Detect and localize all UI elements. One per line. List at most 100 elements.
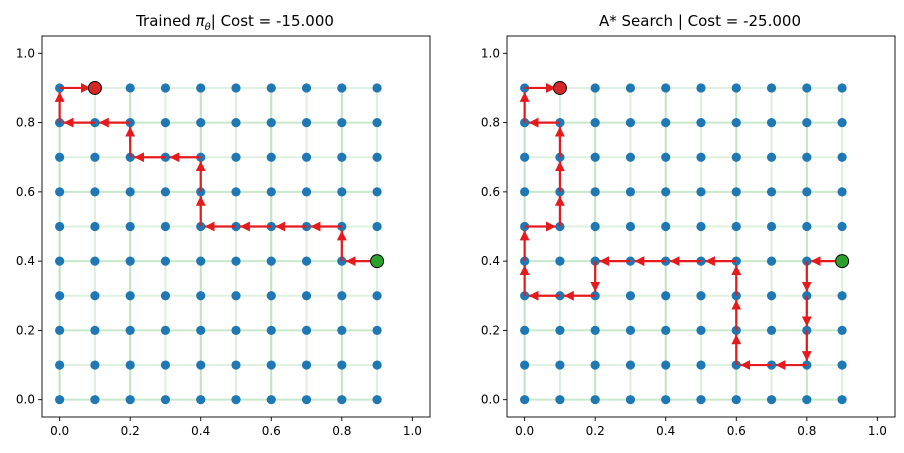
right-goal-node [552,80,567,95]
right-grid-node [661,395,671,405]
left-x-tick-label: 0.6 [262,424,281,438]
left-grid-node [160,256,171,266]
right-start-node [835,254,850,269]
right-grid-node [625,256,636,266]
left-grid-node [266,117,276,128]
left-x-tick-label: 1.0 [403,424,422,438]
left-grid-node [301,187,312,197]
left-y-tick-label: 0.4 [16,254,35,268]
left-grid-node [196,256,206,266]
left-grid-node [125,83,135,93]
left-grid-node [90,221,100,232]
right-grid-node [837,83,847,93]
left-x-tick-label: 0.8 [332,424,351,438]
left-grid-node [231,256,241,266]
right-grid-node [837,291,847,301]
left-grid-node [160,83,171,93]
left-axes: 0.0 0.2 0.4 0.6 0.8 1.0 0.0 0.2 0.4 0.6 0.8 1.0 [16,35,431,438]
right-grid-node [731,395,741,405]
left-grid-node [337,117,347,128]
right-grid-node [625,117,636,128]
right-grid-node [696,291,706,301]
right-x-tick-label: 0.6 [727,424,746,438]
left-axes-frame [41,35,431,418]
right-grid-node [590,187,600,197]
right-grid-node [590,83,600,93]
right-grid-node [696,325,706,336]
right-grid-node [625,291,636,301]
left-grid-node [160,187,171,197]
right-grid-node [837,152,847,162]
left-grid-node [337,360,347,370]
right-x-tick-label: 0.2 [586,424,605,438]
left-grid-node [266,291,276,301]
right-grid-node [696,187,706,197]
left-grid-node [160,291,171,301]
right-x-tick-label: 0.0 [515,424,534,438]
right-grid-node [590,291,600,301]
left-grid-node [90,152,100,162]
left-grid-node [160,325,171,336]
right-grid-edges [523,86,844,401]
right-grid-node [731,117,741,128]
right-grid-node [520,395,530,405]
right-grid-node [696,360,706,370]
left-grid-node [231,291,241,301]
left-grid-node [231,83,241,93]
left-grid-node [125,221,135,232]
right-grid-node [802,221,812,232]
left-grid-node [196,117,206,128]
left-grid-node [55,256,65,266]
right-grid-node [590,221,600,232]
left-grid-node [266,256,276,266]
right-grid-node [661,221,671,232]
left-grid-node [55,152,65,162]
left-grid-node [231,187,241,197]
right-grid-node [625,325,636,336]
left-grid-node [372,291,382,301]
right-grid-node [625,360,636,370]
left-grid-node [301,256,312,266]
left-grid-node [337,152,347,162]
left-grid-node [55,360,65,370]
left-grid-node [90,291,100,301]
left-grid-node [337,395,347,405]
right-grid-node [661,152,671,162]
left-grid-node [372,152,382,162]
right-grid-node [766,187,777,197]
left-grid-node [231,152,241,162]
right-axes: 0.0 0.2 0.4 0.6 0.8 1.0 0.0 0.2 0.4 0.6 0.8 1.0 [481,35,896,438]
right-grid-node [696,83,706,93]
right-x-tick-label: 1.0 [868,424,887,438]
right-grid-node [520,187,530,197]
right-grid-node [731,221,741,232]
right-chart-panel: A* Search | Cost = -25.000 0.0 0.2 0.4 0.6 0… [481,12,896,438]
right-grid-node [555,395,565,405]
left-chart-title: Trained πθ| Cost = -15.000 [135,12,334,33]
left-x-tick-label: 0.4 [191,424,210,438]
left-grid-node [372,117,382,128]
left-grid-node [266,187,276,197]
left-endpoints [87,80,385,269]
right-grid-node [625,83,636,93]
left-grid-node [372,83,382,93]
right-axes-frame [506,35,896,418]
right-grid-node [590,152,600,162]
left-chart-panel: Trained πθ| Cost = -15.000 0.0 0.2 0.4 0.6 0… [16,12,431,438]
right-grid-node [766,221,777,232]
right-y-tick-label: 0.6 [481,185,500,199]
left-grid-node [160,360,171,370]
left-grid-node [196,291,206,301]
left-y-tick-label: 0.8 [16,116,35,130]
right-grid-node [731,83,741,93]
right-grid-node [766,360,777,370]
left-grid-node [125,187,135,197]
right-y-tick-label: 0.0 [481,393,500,407]
right-grid-node [555,256,565,266]
left-grid-node [372,325,382,336]
left-x-tick-label: 0.0 [50,424,69,438]
left-grid-node [160,221,171,232]
right-grid-node [661,325,671,336]
left-grid-node [125,256,135,266]
